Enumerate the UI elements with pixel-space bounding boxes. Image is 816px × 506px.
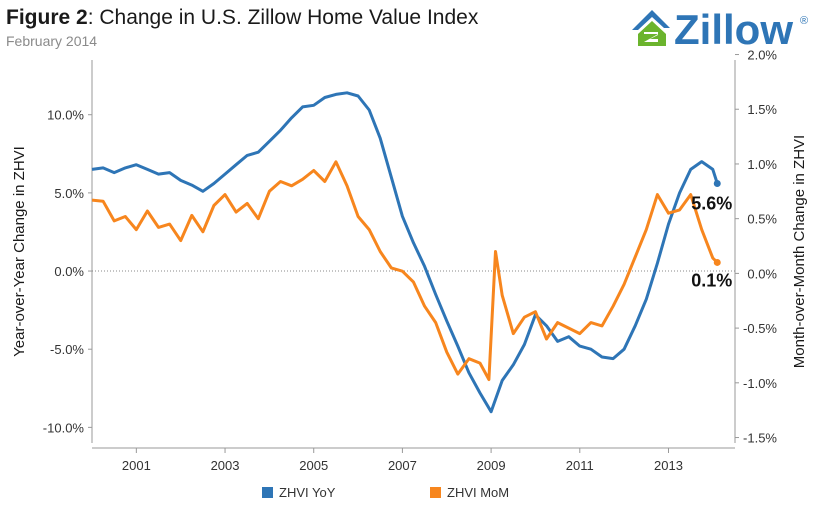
x-tick-label: 2011	[566, 458, 594, 473]
logo-registered-mark: ®	[800, 15, 808, 27]
y-axis-title-left: Year-over-Year Change in ZHVI	[11, 146, 28, 357]
right-tick-label: 0.0%	[747, 266, 777, 281]
right-tick-label: 1.0%	[747, 157, 777, 172]
left-tick-label: 10.0%	[47, 108, 84, 123]
title-block: Figure 2: Change in U.S. Zillow Home Val…	[6, 6, 478, 49]
legend: ZHVI YoY ZHVI MoM	[262, 485, 509, 500]
logo-wordmark: Zillow	[674, 6, 793, 50]
right-tick-label: -1.0%	[743, 376, 777, 391]
mom-end-point	[713, 258, 721, 266]
x-tick-label: 2009	[477, 458, 506, 473]
legend-swatch-mom	[430, 487, 441, 498]
yoy-series-line	[91, 91, 719, 414]
x-tick-label: 2013	[654, 458, 683, 473]
legend-label-yoy: ZHVI YoY	[279, 485, 336, 500]
series-layer	[91, 91, 721, 414]
plot-frame	[91, 60, 736, 449]
right-tick-label: -1.5%	[743, 431, 777, 446]
left-axis-ticks: 10.0% 5.0% 0.0% -5.0% -10.0%	[43, 108, 92, 435]
right-tick-label: 0.5%	[747, 212, 777, 227]
zillow-logo: Zillow ®	[632, 6, 808, 50]
left-tick-label: 5.0%	[54, 186, 84, 201]
right-tick-label: 1.5%	[747, 102, 777, 117]
x-tick-label: 2007	[388, 458, 417, 473]
end-labels: 5.6% 0.1%	[691, 193, 732, 290]
left-tick-label: -5.0%	[50, 342, 84, 357]
x-tick-label: 2005	[299, 458, 328, 473]
yoy-end-label: 5.6%	[691, 193, 732, 213]
zillow-house-icon	[632, 10, 670, 46]
left-tick-label: -10.0%	[43, 420, 85, 435]
left-tick-label: 0.0%	[54, 264, 84, 279]
title-figure-number: Figure 2	[6, 6, 88, 29]
right-tick-label: -0.5%	[743, 321, 777, 336]
x-tick-label: 2003	[211, 458, 240, 473]
yoy-end-point	[713, 179, 721, 187]
mom-end-label: 0.1%	[691, 270, 732, 290]
x-axis-ticks: 2001 2003 2005 2007 2009 2011 2013	[122, 448, 683, 473]
chart-title: Figure 2: Change in U.S. Zillow Home Val…	[6, 6, 478, 30]
title-text: : Change in U.S. Zillow Home Value Index	[87, 6, 479, 29]
x-tick-label: 2001	[122, 458, 151, 473]
legend-swatch-yoy	[262, 487, 273, 498]
legend-label-mom: ZHVI MoM	[447, 485, 509, 500]
right-axis-ticks: 2.0% 1.5% 1.0% 0.5% 0.0% -0.5% -1.0% -1.5%	[735, 48, 777, 446]
chart-subtitle: February 2014	[6, 33, 98, 49]
y-axis-title-right: Month-over-Month Change in ZHVI	[791, 135, 808, 368]
mom-series-line	[91, 160, 719, 381]
right-tick-label: 2.0%	[747, 48, 777, 63]
